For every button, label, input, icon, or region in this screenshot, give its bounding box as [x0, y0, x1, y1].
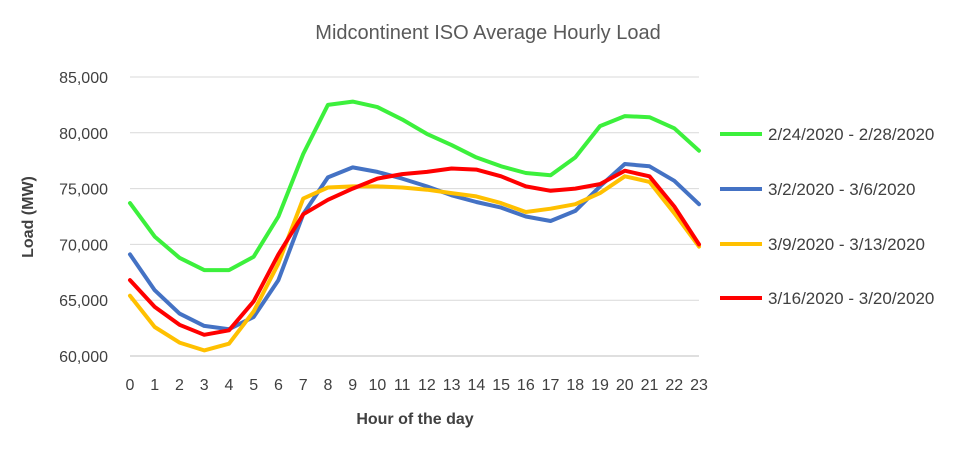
legend-label-4: 3/16/2020 - 3/20/2020 — [768, 289, 934, 308]
x-tick-label: 13 — [443, 377, 461, 394]
x-tick-label: 2 — [175, 377, 184, 394]
x-tick-label: 9 — [348, 377, 357, 394]
chart-title: Midcontinent ISO Average Hourly Load — [315, 22, 660, 44]
legend-label-3: 3/9/2020 - 3/13/2020 — [768, 235, 925, 254]
x-axis-label: Hour of the day — [356, 411, 473, 428]
x-tick-label: 5 — [249, 377, 258, 394]
y-tick-label: 85,000 — [59, 70, 108, 87]
x-tick-label: 23 — [690, 377, 708, 394]
x-tick-label: 21 — [641, 377, 659, 394]
series-line-3 — [128, 174, 701, 353]
x-tick-label: 11 — [394, 377, 411, 394]
x-tick-label: 18 — [566, 377, 584, 394]
y-tick-label: 70,000 — [59, 237, 108, 254]
x-tick-label: 10 — [368, 377, 386, 394]
y-axis-label: Load (MW) — [20, 176, 37, 258]
x-tick-label: 17 — [542, 377, 560, 394]
x-tick-label: 1 — [150, 377, 159, 394]
series-lines — [128, 99, 701, 353]
y-tick-label: 75,000 — [59, 182, 108, 199]
x-tick-label: 3 — [200, 377, 209, 394]
x-tick-label: 6 — [274, 377, 283, 394]
x-tick-label: 16 — [517, 377, 535, 394]
y-tick-label: 80,000 — [59, 126, 108, 143]
series-line-4 — [128, 166, 701, 337]
x-tick-label: 7 — [299, 377, 308, 394]
x-tick-label: 4 — [225, 377, 234, 394]
series-line-1 — [128, 99, 701, 273]
x-tick-label: 22 — [665, 377, 683, 394]
x-tick-label: 20 — [616, 377, 634, 394]
x-tick-label: 8 — [323, 377, 332, 394]
x-tick-label: 15 — [492, 377, 510, 394]
x-tick-label: 0 — [126, 377, 135, 394]
y-tick-label: 65,000 — [59, 293, 108, 310]
legend-label-1: 2/24/2020 - 2/28/2020 — [768, 125, 934, 144]
x-tick-label: 14 — [467, 377, 485, 394]
x-axis-ticks: 0 1 2 3 4 5 6 7 8 9 10 11 12 13 14 15 16 17 18 19 20 21 22 23 — [126, 377, 708, 394]
x-tick-label: 12 — [418, 377, 436, 394]
y-axis-ticks: 60,000 65,000 70,000 75,000 80,000 85,000 — [59, 70, 108, 366]
y-tick-label: 60,000 — [59, 349, 108, 366]
x-tick-label: 19 — [591, 377, 609, 394]
legend-label-2: 3/2/2020 - 3/6/2020 — [768, 180, 915, 199]
legend: 2/24/2020 - 2/28/2020 3/2/2020 - 3/6/2020… — [720, 125, 934, 308]
